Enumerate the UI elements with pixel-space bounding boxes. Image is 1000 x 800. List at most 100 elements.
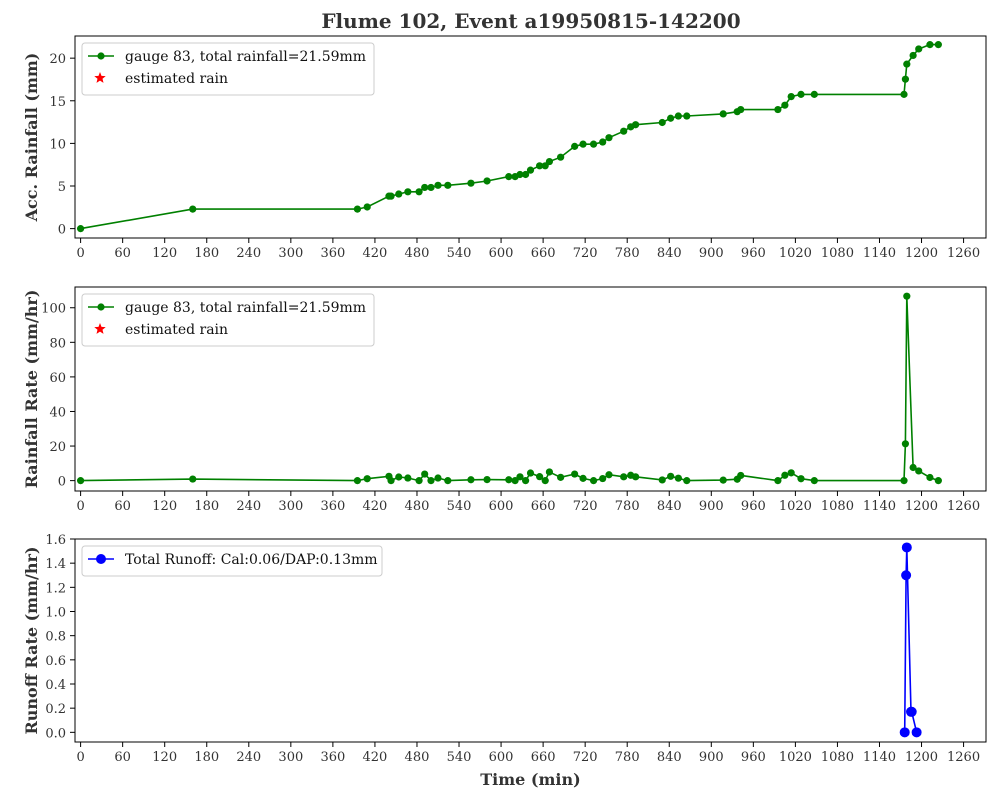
x-tick-label: 960	[741, 750, 766, 765]
runoff-rate-y-axis-label: Runoff Rate (mm/hr)	[22, 546, 41, 734]
acc-rainfall-data-point	[434, 181, 442, 189]
y-tick-label: 1.6	[45, 533, 66, 548]
runoff-rate-data-point	[906, 706, 917, 717]
rainfall-rate-data-point	[521, 477, 530, 485]
x-tick-label: 0	[76, 499, 84, 514]
acc-rainfall-data-point	[781, 101, 789, 109]
legend-label: gauge 83, total rainfall=21.59mm	[125, 49, 366, 65]
acc-rainfall-data-point	[719, 110, 727, 118]
rainfall-rate-data-point	[926, 473, 934, 482]
y-tick-label: 20	[49, 52, 66, 67]
x-tick-label: 600	[489, 750, 514, 765]
rainfall-rate-data-point	[934, 477, 942, 485]
acc-rainfall-data-point	[363, 203, 371, 211]
rainfall-rate-data-point	[620, 473, 628, 481]
x-tick-label: 960	[741, 246, 766, 261]
x-tick-label: 540	[447, 750, 472, 765]
x-tick-label: 540	[447, 499, 472, 514]
acc-rainfall-data-point	[599, 138, 607, 146]
rainfall-rate-data-point	[658, 476, 666, 484]
legend-dot-marker	[96, 554, 106, 564]
acc-rainfall-data-point	[797, 90, 805, 98]
acc-rainfall-data-point	[536, 162, 544, 170]
x-tick-label: 1140	[863, 246, 896, 261]
acc-rainfall-data-point	[674, 112, 682, 120]
legend-frame	[81, 293, 375, 347]
acc-rainfall-data-point	[387, 192, 395, 200]
rainfall-rate-data-point	[901, 440, 910, 448]
rainfall-rate-data-point	[415, 477, 423, 485]
x-tick-label: 0	[76, 246, 84, 261]
rainfall-rate-data-point	[483, 475, 491, 484]
rainfall-rate-data-point	[589, 477, 598, 485]
figure-title: Flume 102, Event a19950815-142200	[321, 9, 740, 33]
y-tick-label: 0.2	[45, 702, 66, 717]
x-tick-label: 360	[320, 750, 345, 765]
acc-rainfall-data-point	[571, 142, 579, 150]
y-tick-label: 60	[49, 371, 66, 386]
rainfall-rate-data-point	[737, 471, 745, 480]
rainfall-rate-data-point	[683, 477, 691, 485]
y-tick-label: 0	[58, 475, 66, 490]
x-tick-label: 660	[531, 499, 556, 514]
rainfall-rate-data-point	[526, 469, 535, 477]
x-tick-label: 0	[76, 750, 84, 765]
x-tick-label: 900	[699, 499, 724, 514]
runoff-rate-legend: Total Runoff: Cal:0.06/DAP:0.13mm	[81, 545, 383, 577]
acc-rainfall-data-point	[926, 41, 934, 49]
x-tick-label: 1200	[905, 750, 938, 765]
x-tick-label: 660	[531, 750, 556, 765]
rainfall-rate-data-point	[579, 474, 587, 482]
rainfall-rate-data-point	[395, 473, 403, 481]
x-tick-label: 900	[699, 246, 724, 261]
x-tick-label: 540	[447, 246, 472, 261]
x-tick-label: 1140	[863, 499, 896, 514]
y-tick-label: 15	[49, 95, 66, 110]
acc-rainfall-data-point	[444, 181, 452, 189]
legend-star-marker	[94, 323, 106, 334]
runoff-rate-data-point	[901, 570, 912, 581]
rainfall-rate-data-point	[467, 476, 475, 484]
acc-rainfall-data-point	[658, 118, 666, 127]
rainfall-rate-data-point	[557, 473, 565, 481]
rainfall-rate-data-point	[427, 477, 435, 485]
x-tick-label: 1140	[863, 750, 896, 765]
x-tick-label: 240	[236, 499, 261, 514]
rainfall-rate-data-point	[353, 477, 362, 485]
rainfall-rate-data-point	[421, 470, 429, 478]
x-tick-label: 420	[363, 246, 388, 261]
x-tick-label: 300	[278, 246, 303, 261]
acc-rainfall-data-point	[589, 140, 598, 148]
rainfall-rate-y-axis-label: Rainfall Rate (mm/hr)	[22, 290, 41, 489]
x-tick-label: 1080	[821, 750, 854, 765]
y-tick-label: 0.8	[45, 630, 66, 645]
rainfall-rate-data-point	[571, 470, 579, 478]
rainfall-rate-data-point	[599, 474, 607, 483]
x-tick-label: 1080	[821, 499, 854, 514]
x-tick-label: 360	[320, 499, 345, 514]
acc-rainfall-data-point	[415, 188, 423, 196]
rainfall-rate-data-point	[719, 476, 727, 484]
x-tick-label: 840	[657, 499, 682, 514]
x-tick-label: 1020	[779, 246, 812, 261]
x-tick-label: 120	[152, 750, 177, 765]
legend-label: gauge 83, total rainfall=21.59mm	[125, 300, 366, 316]
acc-rainfall-legend: gauge 83, total rainfall=21.59mm estimate…	[81, 42, 375, 96]
acc-rainfall-data-point	[901, 75, 910, 83]
y-tick-label: 1.2	[45, 581, 66, 596]
x-tick-label: 600	[489, 499, 514, 514]
x-tick-label: 1260	[947, 499, 980, 514]
runoff-rate-data-point	[911, 727, 922, 738]
x-tick-label: 60	[114, 246, 131, 261]
acc-rainfall-data-point	[605, 134, 613, 142]
x-tick-label: 960	[741, 499, 766, 514]
legend-dot-marker	[97, 303, 105, 311]
acc-rainfall-data-point	[77, 225, 85, 233]
legend-frame	[81, 545, 383, 577]
acc-rainfall-data-point	[667, 114, 675, 122]
acc-rainfall-data-point	[632, 121, 640, 129]
x-tick-label: 720	[573, 499, 598, 514]
acc-rainfall-data-point	[557, 153, 565, 161]
acc-rainfall-data-point	[934, 41, 942, 49]
acc-rainfall-y-axis-label: Acc. Rainfall (mm)	[22, 53, 41, 223]
